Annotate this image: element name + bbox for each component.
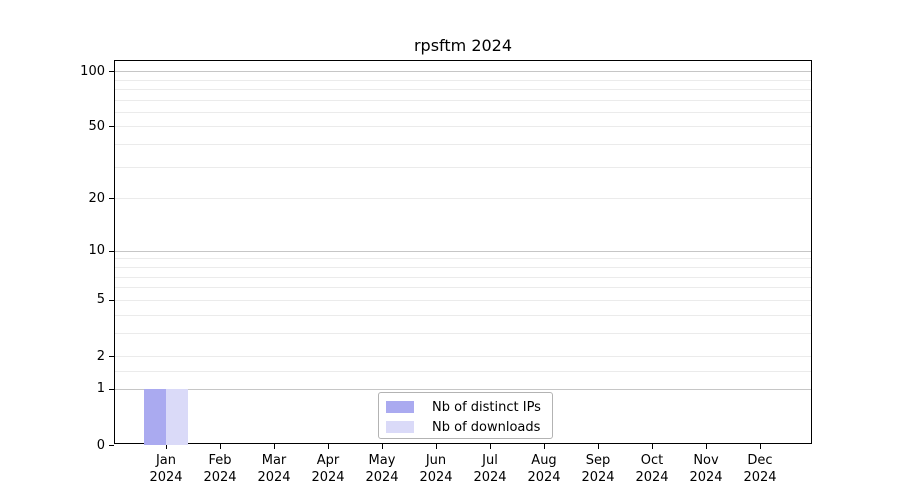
bar-nb-of-distinct-ips	[144, 388, 166, 445]
legend-swatch-downloads	[386, 421, 414, 433]
minor-gridline	[115, 88, 811, 90]
x-tick-label-line: 2024	[149, 470, 183, 485]
x-tick-label-line: 2024	[527, 470, 561, 485]
y-tick-mark	[109, 356, 114, 357]
x-tick-mark	[328, 444, 329, 449]
y-tick-mark	[109, 445, 114, 446]
bar-nb-of-downloads	[166, 388, 188, 445]
x-tick-label-line: Jul	[482, 453, 498, 468]
x-tick-label-line: 2024	[257, 470, 291, 485]
legend-label-distinct-ips: Nb of distinct IPs	[432, 399, 541, 415]
y-tick-mark	[109, 250, 114, 252]
minor-gridline	[115, 79, 811, 81]
x-tick-label-line: 2024	[311, 470, 345, 485]
minor-gridline	[115, 258, 811, 260]
y-tick-mark	[109, 299, 114, 301]
x-tick-mark	[166, 444, 167, 449]
x-tick-label: Aug 2024	[512, 452, 576, 486]
minor-gridline	[115, 299, 811, 301]
plot-area: 0 1 2 5 10 20 50 100 Jan 2024 Feb 2024 Mar 2024 Apr 20…	[80, 60, 812, 485]
minor-gridline	[115, 356, 811, 357]
x-tick-label: Jul 2024	[458, 452, 522, 486]
x-tick-label-line: May	[368, 453, 396, 468]
y-tick-label: 0	[96, 437, 105, 453]
x-tick-label-line: 2024	[473, 470, 507, 485]
x-tick-label-line: Jan	[155, 453, 177, 468]
x-tick-label: Nov 2024	[674, 452, 738, 486]
minor-gridline	[115, 276, 811, 278]
x-tick-label-line: Mar	[261, 453, 287, 468]
minor-gridline	[115, 144, 811, 146]
x-tick-label: Apr 2024	[296, 452, 360, 486]
x-tick-label-line: 2024	[581, 470, 615, 485]
x-tick-label-line: 2024	[203, 470, 237, 485]
minor-gridline	[115, 314, 811, 316]
x-tick-label-line: Apr	[316, 453, 340, 468]
x-tick-label: Jun 2024	[404, 452, 468, 486]
x-tick-label-line: Jun	[425, 453, 447, 468]
x-tick-mark	[382, 444, 383, 449]
x-tick-label-line: Dec	[747, 453, 773, 468]
x-tick-label: Feb 2024	[188, 452, 252, 486]
x-tick-label-line: Feb	[208, 453, 232, 468]
legend-label-downloads: Nb of downloads	[432, 419, 541, 435]
minor-gridline	[115, 111, 811, 113]
y-tick-label: 50	[88, 118, 105, 134]
legend-item-distinct-ips: Nb of distinct IPs	[379, 397, 552, 417]
x-tick-mark	[652, 444, 653, 449]
major-gridline	[115, 71, 811, 72]
x-tick-label: May 2024	[350, 452, 414, 486]
legend-swatch-distinct-ips	[386, 401, 414, 413]
y-tick-label: 5	[96, 292, 105, 308]
x-tick-label-line: 2024	[365, 470, 399, 485]
x-tick-label-line: 2024	[743, 470, 777, 485]
y-tick-mark	[109, 388, 114, 390]
legend-item-downloads: Nb of downloads	[379, 417, 552, 437]
y-tick-label: 20	[88, 190, 105, 206]
x-tick-label-line: 2024	[419, 470, 453, 485]
x-tick-label: Dec 2024	[728, 452, 792, 486]
x-tick-label: Sep 2024	[566, 452, 630, 486]
x-tick-mark	[598, 444, 599, 449]
x-tick-mark	[760, 444, 761, 449]
x-tick-label-line: Aug	[531, 453, 557, 468]
minor-gridline	[115, 267, 811, 268]
x-tick-label-line: Nov	[693, 453, 719, 468]
minor-gridline	[115, 126, 811, 128]
minor-gridline	[115, 287, 811, 289]
minor-gridline	[115, 332, 811, 334]
x-tick-label-line: 2024	[635, 470, 669, 485]
minor-gridline	[115, 198, 811, 200]
y-tick-mark	[109, 71, 114, 72]
chart-title: rpsftm 2024	[413, 36, 513, 55]
y-tick-label: 10	[88, 243, 105, 259]
x-tick-label-line: Oct	[640, 453, 664, 468]
y-tick-mark	[109, 126, 114, 128]
y-tick-mark	[109, 198, 114, 200]
x-tick-label: Oct 2024	[620, 452, 684, 486]
y-tick-label: 100	[80, 63, 105, 79]
y-tick-label: 2	[96, 348, 105, 364]
y-tick-label: 1	[96, 381, 105, 397]
x-tick-mark	[490, 444, 491, 449]
legend: Nb of distinct IPs Nb of downloads	[378, 392, 553, 439]
x-tick-label: Jan 2024	[134, 452, 198, 486]
x-tick-label-line: Sep	[585, 453, 611, 468]
x-tick-mark	[436, 444, 437, 449]
major-gridline	[115, 388, 811, 390]
x-tick-mark	[544, 444, 545, 449]
x-tick-mark	[706, 444, 707, 449]
minor-gridline	[115, 370, 811, 372]
minor-gridline	[115, 166, 811, 168]
x-tick-mark	[274, 444, 275, 449]
minor-gridline	[115, 99, 811, 101]
x-tick-label-line: 2024	[689, 470, 723, 485]
x-tick-mark	[220, 444, 221, 449]
x-tick-label: Mar 2024	[242, 452, 306, 486]
major-gridline	[115, 250, 811, 252]
